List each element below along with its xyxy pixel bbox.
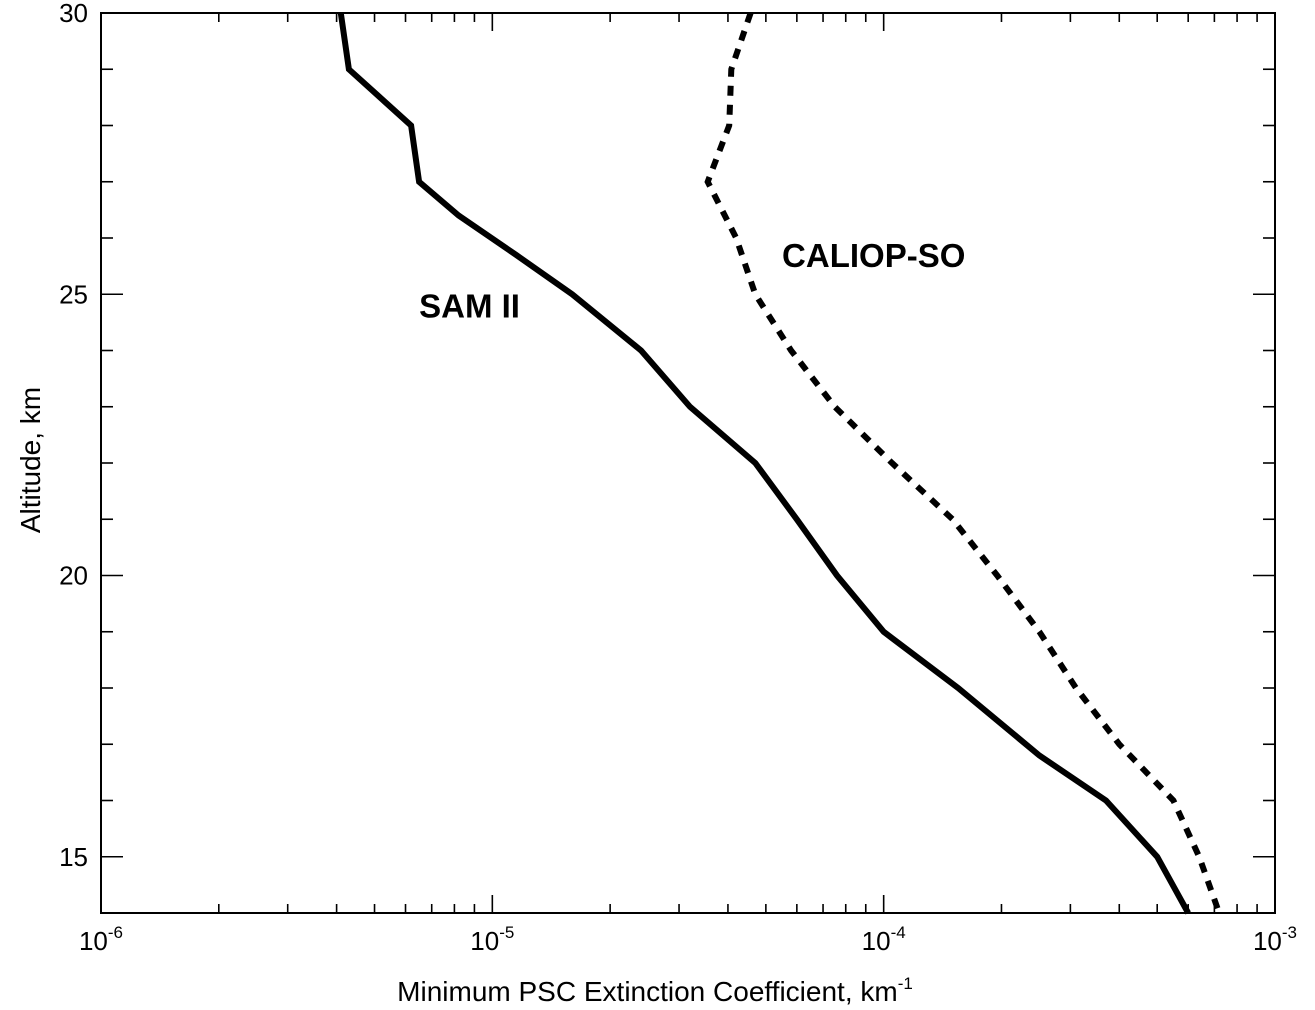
x-tick-label: 10-3 (1253, 923, 1297, 956)
y-axis-title: Altitude, km (15, 387, 46, 533)
axis-tick-labels: 10-6 10-5 10-4 10-3 15 20 25 30 (59, 0, 1297, 956)
series-annotation: CALIOP-SO (782, 237, 965, 274)
axis-ticks (101, 12, 1275, 914)
y-tick-label: 20 (59, 561, 88, 591)
x-tick-label: 10-5 (470, 923, 514, 956)
series-group (337, 12, 1223, 915)
y-tick-label: 25 (59, 279, 88, 309)
series-annotations: SAM II CALIOP-SO (419, 237, 965, 325)
series-annotation: SAM II (419, 288, 520, 325)
x-tick-label: 10-6 (79, 923, 123, 956)
y-tick-label: 15 (59, 842, 88, 872)
y-tick-label: 30 (59, 0, 88, 28)
series-line-sam-ii (337, 12, 1191, 915)
plot-frame (100, 12, 1276, 914)
x-tick-label: 10-4 (862, 923, 906, 956)
x-axis-title: Minimum PSC Extinction Coefficient, km-1 (397, 974, 913, 1007)
series-line-caliop-so (704, 12, 1223, 915)
